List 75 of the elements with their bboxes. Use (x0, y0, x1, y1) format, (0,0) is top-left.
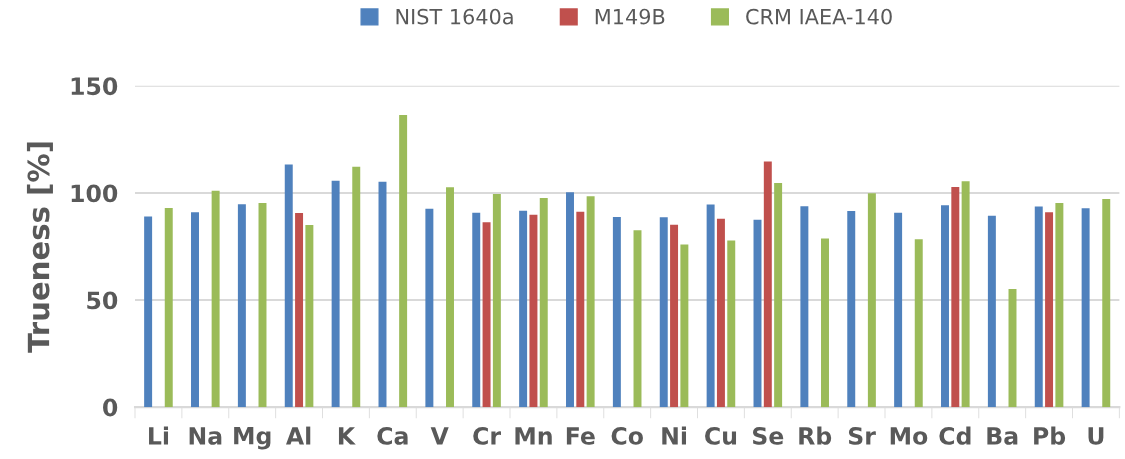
y-tick-label: 0 (103, 398, 118, 417)
bar (1102, 198, 1111, 408)
bar (914, 239, 923, 408)
bar (763, 161, 772, 408)
x-tick-label: Cu (705, 426, 737, 445)
legend-label: M149B (595, 8, 665, 25)
x-tick-label: Cd (939, 426, 971, 445)
bar (951, 186, 960, 408)
bar (399, 114, 408, 408)
bar (237, 204, 246, 408)
bar (472, 212, 481, 408)
y-tick-label: 100 (71, 184, 118, 203)
bar (352, 166, 361, 408)
x-tick-label: Se (753, 426, 784, 445)
bar (191, 212, 199, 408)
x-tick-label: Mg (234, 427, 271, 450)
x-tick-label: Cr (473, 426, 501, 445)
bar (961, 181, 970, 408)
legend-label: CRM IAEA-140 (746, 8, 892, 25)
legend-label: NIST 1640a (396, 8, 513, 25)
bar (144, 216, 153, 408)
bar (566, 192, 574, 408)
bar (576, 211, 585, 408)
bar (425, 208, 434, 408)
x-tick-label: Ni (662, 426, 687, 445)
bar (821, 238, 829, 408)
bar (284, 164, 293, 408)
bar (164, 207, 173, 408)
y-tick-label: 150 (71, 77, 118, 96)
x-tick-label: K (338, 427, 356, 445)
bar (774, 183, 783, 408)
bar (800, 206, 809, 408)
bar (492, 194, 501, 408)
x-tick-label: Fe (566, 427, 595, 445)
x-tick-label: V (430, 427, 449, 445)
bar (941, 205, 949, 408)
bar (519, 210, 528, 408)
y-axis-title: Trueness [%] (26, 142, 53, 353)
bar (727, 240, 736, 408)
bar (680, 244, 689, 408)
bar (529, 214, 538, 408)
bar (670, 224, 679, 408)
x-tick-label: Rb (799, 426, 832, 445)
bar (1055, 203, 1064, 408)
bar (716, 218, 725, 408)
bar (211, 190, 220, 408)
x-tick-label: Li (149, 426, 169, 445)
bar (305, 225, 314, 408)
bar (331, 180, 340, 408)
bar (867, 193, 876, 408)
bar (1045, 212, 1054, 408)
bar (659, 217, 668, 408)
x-tick-label: Pb (1034, 426, 1066, 445)
x-tick-label: Mo (890, 427, 928, 445)
bar (1081, 208, 1090, 408)
x-tick-label: Co (611, 426, 643, 445)
bar (847, 210, 856, 408)
bar (1034, 206, 1043, 408)
x-tick-label: Na (189, 427, 222, 445)
bar (539, 198, 548, 408)
bar (295, 213, 304, 408)
y-tick-label: 50 (87, 291, 118, 310)
bar (446, 187, 454, 408)
x-tick-label: Sr (848, 426, 876, 445)
x-tick-label: Ca (377, 426, 408, 445)
bar (706, 204, 715, 408)
bar (482, 222, 491, 408)
bar (987, 215, 996, 408)
bar (612, 216, 621, 408)
x-tick-label: Ba (987, 427, 1018, 445)
bar (586, 196, 595, 408)
x-tick-label: U (1088, 427, 1104, 445)
bar (894, 212, 903, 408)
x-tick-label: Mn (515, 427, 552, 445)
x-tick-label: Al (285, 426, 311, 445)
